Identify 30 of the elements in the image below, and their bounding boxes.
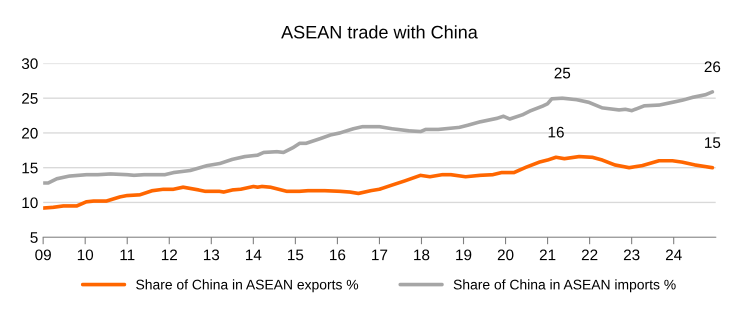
x-tick-label: 21 <box>540 249 556 260</box>
x-tick-label: 16 <box>330 249 346 260</box>
y-tick-label: 20 <box>22 128 38 139</box>
annotation: 25 <box>554 68 570 78</box>
x-tick-label: 19 <box>456 249 472 260</box>
y-tick-label: 10 <box>22 197 38 208</box>
annotation: 26 <box>704 61 720 72</box>
x-tick-label: 24 <box>666 249 682 260</box>
x-tick-label: 22 <box>582 249 598 260</box>
x-tick-label: 09 <box>35 249 51 260</box>
x-tick-label: 11 <box>120 250 134 260</box>
y-tick-label: 25 <box>22 93 38 104</box>
annotation: 15 <box>705 137 720 148</box>
y-tick-label: 5 <box>30 232 38 243</box>
x-tick-label: 15 <box>288 250 304 260</box>
x-tick-label: 23 <box>624 249 640 260</box>
chart-title: ASEAN trade with China <box>281 25 478 39</box>
line-series <box>43 154 714 210</box>
y-tick-label: 30 <box>22 58 38 70</box>
x-tick-label: 18 <box>414 249 430 260</box>
x-tick-label: 12 <box>162 249 177 260</box>
legend-label: Share of China in ASEAN exports % <box>136 279 358 292</box>
x-tick-label: 10 <box>78 249 94 260</box>
x-tick-label: 17 <box>372 250 388 260</box>
legend-label: Share of China in ASEAN imports % <box>454 279 676 292</box>
x-tick-label: 13 <box>204 249 220 260</box>
x-tick-label: 14 <box>246 250 262 260</box>
y-tick-label: 15 <box>22 162 38 174</box>
annotation: 16 <box>548 126 564 138</box>
x-tick-label: 20 <box>498 249 514 260</box>
